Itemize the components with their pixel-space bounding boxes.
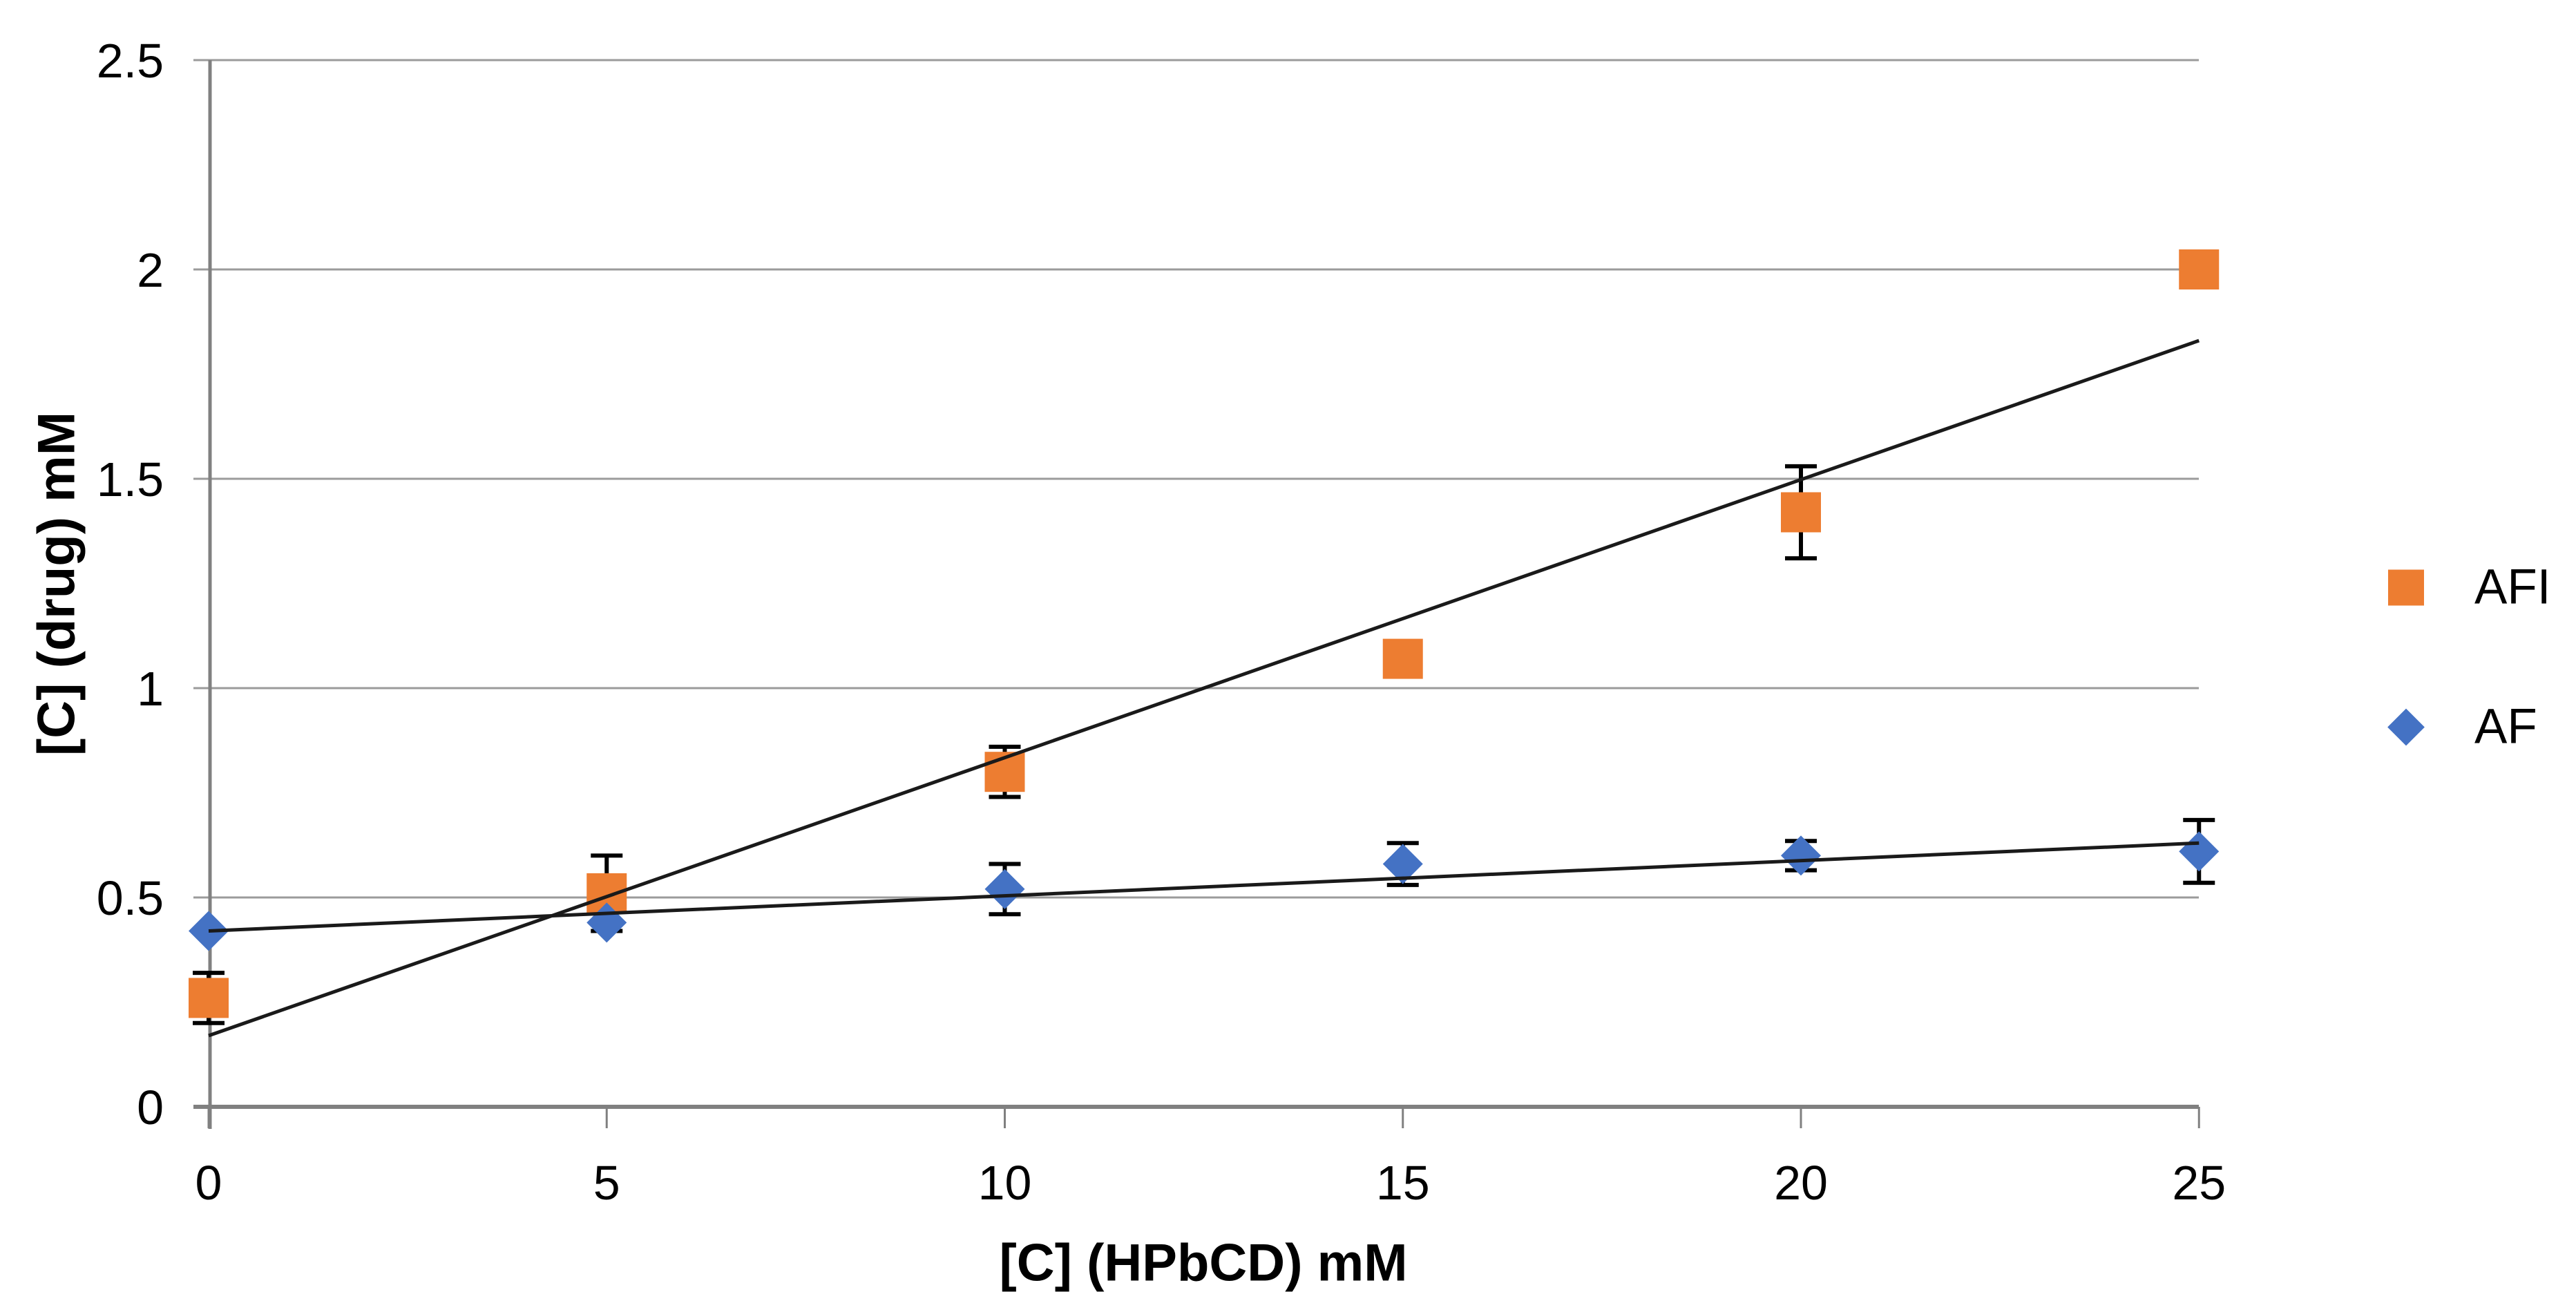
marker-AF-x10 [984, 868, 1025, 909]
marker-AF-x25 [2179, 831, 2220, 872]
y-tick-label-0.5: 0.5 [97, 871, 164, 925]
marker-AF-x20 [1781, 835, 1821, 876]
diamond-marker-icon [2387, 708, 2425, 745]
y-tick-label-2.5: 2.5 [97, 34, 164, 88]
x-tick-label-15: 15 [1376, 1156, 1430, 1210]
x-tick-label-20: 20 [1774, 1156, 1828, 1210]
legend-item-afi: AFI [2387, 563, 2550, 612]
y-tick-label-2: 2 [137, 243, 164, 297]
marker-AF-x15 [1382, 844, 1423, 884]
legend-item-af: AF [2387, 703, 2537, 752]
trendline-AF [208, 841, 2200, 933]
trendline-AFI [208, 339, 2200, 1038]
marker-AFI-x25 [2179, 249, 2220, 289]
marker-AFI-x15 [1382, 638, 1423, 679]
marker-AFI-x0 [189, 978, 229, 1018]
legend-afi-marker-box [2387, 569, 2425, 606]
x-tick-label-10: 10 [978, 1156, 1032, 1210]
y-tick-label-0: 0 [137, 1081, 164, 1134]
x-tick-label-5: 5 [593, 1156, 620, 1210]
legend-af-marker-box [2387, 708, 2425, 745]
legend-label-afi: AFI [2474, 560, 2551, 615]
x-tick-label-25: 25 [2172, 1156, 2226, 1210]
y-tick-label-1: 1 [137, 662, 164, 716]
y-axis-title: [C] (drug) mM [27, 411, 86, 757]
y-tick-label-1.5: 1.5 [97, 453, 164, 506]
x-tick-label-0: 0 [195, 1156, 222, 1210]
legend-label-af: AF [2474, 699, 2537, 754]
marker-AFI-x20 [1781, 492, 1821, 533]
square-marker-icon [2388, 569, 2424, 605]
x-axis-title: [C] (HPbCD) mM [999, 1233, 1408, 1293]
